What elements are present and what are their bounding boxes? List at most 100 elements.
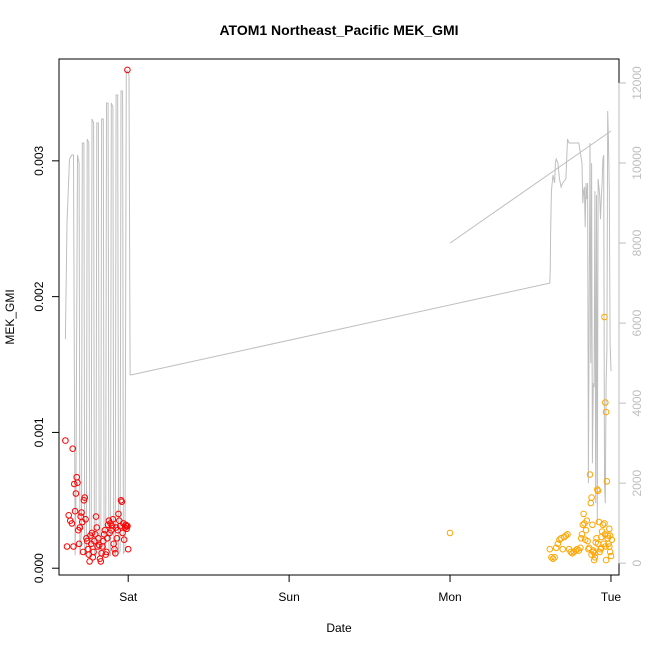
data-point	[601, 313, 608, 321]
data-point	[78, 509, 85, 516]
y-axis-left: 0.000 0.001 0.002 0.003	[32, 146, 60, 583]
x-axis-label: Date	[326, 621, 352, 635]
data-point	[607, 552, 615, 560]
data-point	[564, 531, 571, 538]
data-point	[594, 540, 602, 548]
data-point	[80, 497, 88, 504]
data-point	[608, 536, 616, 544]
mek-points	[62, 66, 616, 565]
x-tick-label: Sun	[278, 590, 299, 604]
data-point	[93, 524, 101, 531]
data-point	[577, 544, 584, 552]
data-point	[573, 545, 581, 553]
data-point	[602, 399, 609, 406]
y-tick-label: 0.001	[32, 417, 46, 447]
data-point	[584, 537, 591, 545]
y-tick-label: 0.003	[32, 146, 46, 176]
x-tick-label: Sat	[119, 590, 138, 604]
data-point	[63, 543, 71, 550]
data-point	[572, 547, 579, 554]
data-point	[599, 521, 607, 529]
data-point	[74, 479, 81, 487]
data-point	[97, 558, 105, 565]
data-point	[76, 524, 84, 531]
data-point	[82, 516, 89, 523]
data-point	[102, 551, 109, 558]
data-point	[112, 550, 119, 557]
data-point	[601, 520, 608, 527]
data-point	[65, 512, 72, 519]
data-point	[602, 408, 610, 416]
data-point	[589, 521, 596, 529]
data-point	[118, 498, 126, 506]
x-axis: Sat Sun Mon Tue	[119, 574, 621, 604]
data-point	[91, 531, 99, 538]
data-point	[580, 510, 587, 518]
x-tick-label: Mon	[438, 590, 461, 604]
data-point	[578, 531, 586, 538]
data-point	[549, 555, 557, 563]
data-point	[119, 529, 126, 537]
data-point	[552, 544, 560, 552]
y2-tick-label: 12000	[630, 66, 644, 100]
plot-frame	[58, 58, 620, 576]
data-point	[590, 556, 598, 564]
data-point	[557, 535, 565, 542]
data-point	[594, 486, 601, 493]
data-point	[75, 540, 83, 548]
data-point	[602, 543, 609, 550]
data-point	[551, 554, 558, 561]
data-point	[72, 490, 80, 497]
data-point	[89, 554, 97, 561]
data-point	[124, 545, 132, 553]
data-point	[606, 525, 613, 533]
data-point	[123, 522, 130, 530]
data-point	[115, 510, 122, 518]
data-point	[546, 545, 554, 553]
data-point	[69, 445, 76, 453]
data-point	[90, 548, 97, 556]
y2-tick-label: 6000	[630, 309, 644, 336]
data-point	[603, 478, 611, 485]
data-point	[554, 540, 562, 548]
y-axis-right: 0 2000 4000 6000 8000 10000 12000	[618, 66, 644, 567]
y-tick-label: 0.000	[32, 553, 46, 583]
data-point	[71, 480, 78, 488]
data-point	[556, 536, 563, 544]
data-point	[92, 513, 100, 520]
data-point	[103, 548, 110, 556]
y2-tick-label: 0	[630, 560, 644, 567]
y2-tick-label: 10000	[630, 146, 644, 180]
data-point	[94, 543, 101, 550]
data-point	[579, 521, 587, 529]
data-point	[598, 544, 605, 552]
data-point	[123, 525, 130, 533]
data-point	[81, 494, 88, 501]
data-point	[604, 535, 612, 542]
data-point	[124, 66, 131, 74]
data-point	[587, 499, 595, 507]
altitude-series	[64, 70, 612, 557]
y2-tick-label: 4000	[630, 389, 644, 416]
chart-title: ATOM1 Northeast_Pacific MEK_GMI	[219, 22, 458, 38]
data-point	[95, 535, 102, 542]
data-point	[101, 526, 109, 534]
data-point	[86, 558, 93, 565]
data-point	[582, 526, 590, 534]
y-axis-label: MEK_GMI	[3, 289, 17, 344]
y-tick-label: 0.002	[32, 281, 46, 311]
y2-tick-label: 8000	[630, 229, 644, 256]
data-point	[591, 550, 599, 557]
data-point	[588, 551, 595, 558]
data-point	[577, 535, 585, 542]
data-point	[586, 471, 594, 478]
altitude-line	[129, 110, 612, 524]
data-point	[602, 556, 610, 564]
data-point	[594, 487, 602, 495]
data-point	[446, 529, 454, 537]
data-point	[104, 535, 111, 542]
data-point	[116, 517, 123, 525]
data-point	[62, 437, 69, 444]
data-point	[562, 532, 570, 539]
